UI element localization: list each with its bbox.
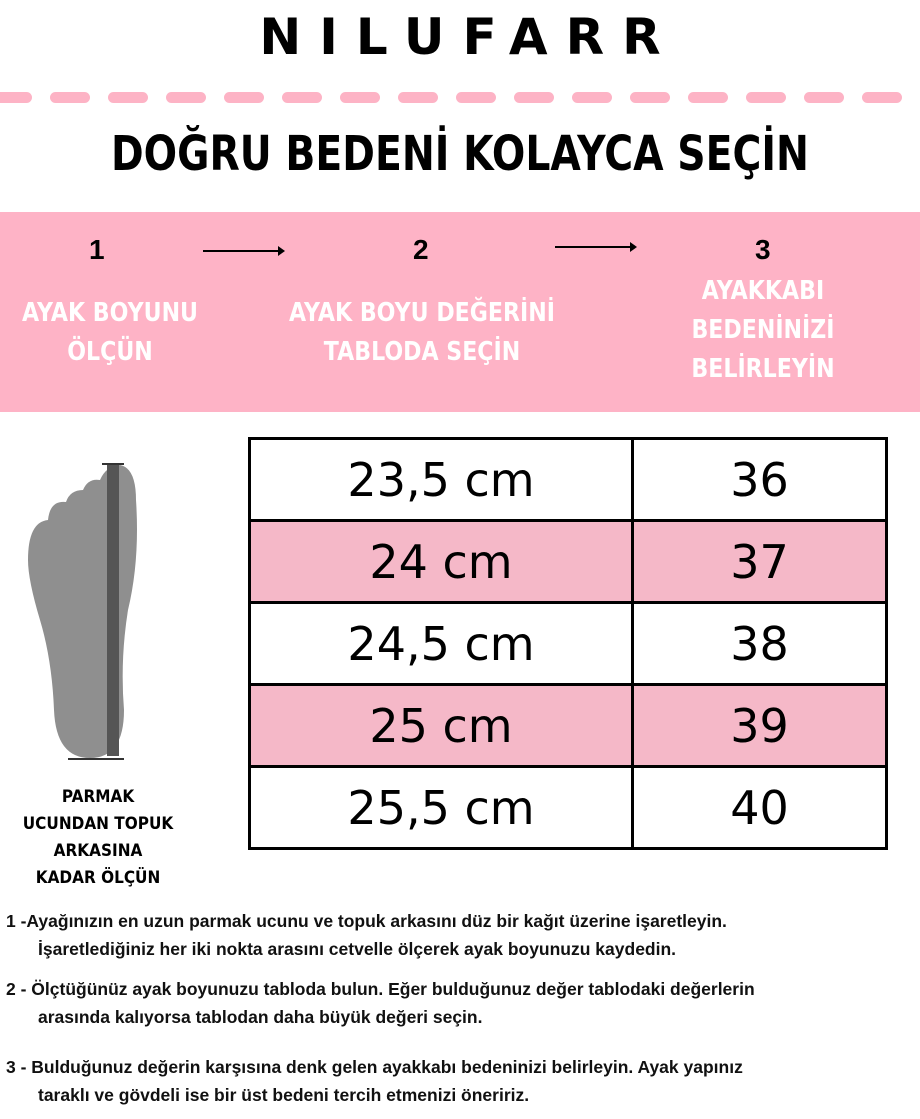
dash-segment <box>862 92 902 103</box>
dash-segment <box>224 92 264 103</box>
step-label-line: TABLODA SEÇİN <box>323 337 521 367</box>
dash-segment <box>108 92 148 103</box>
step-number-1: 1 <box>89 234 105 265</box>
steps-band: 1 2 3 AYAK BOYUNU ÖLÇÜN AYAK BOYU DEĞERİ… <box>0 212 920 412</box>
length-cell: 25 cm <box>248 683 634 768</box>
table-row: 24 cm 37 <box>248 519 888 604</box>
step-label-line: BELİRLEYİN <box>691 354 835 384</box>
size-cell: 36 <box>631 437 888 522</box>
step-label-2: AYAK BOYU DEĞERİNİ TABLODA SEÇİN <box>269 294 575 372</box>
dash-segment <box>166 92 206 103</box>
dashed-divider <box>0 92 920 103</box>
step-number-3: 3 <box>755 234 771 265</box>
step-label-1: AYAK BOYUNU ÖLÇÜN <box>8 294 212 372</box>
step-label-line: BEDENİNİZİ <box>691 315 835 345</box>
dash-segment <box>630 92 670 103</box>
dash-segment <box>746 92 786 103</box>
size-cell: 39 <box>631 683 888 768</box>
dash-segment <box>804 92 844 103</box>
foot-measure-icon <box>28 463 137 760</box>
instruction-line: 1 -Ayağınızın en uzun parmak ucunu ve to… <box>6 911 727 931</box>
arrow-right-icon <box>203 246 285 256</box>
step-label-3: AYAKKABI BEDENİNİZİ BELİRLEYİN <box>667 272 859 389</box>
step-label-line: AYAK BOYUNU <box>21 298 199 328</box>
size-cell: 40 <box>631 765 888 850</box>
arrow-right-icon <box>555 242 637 252</box>
caption-line: ARKASINA <box>53 841 143 861</box>
dash-segment <box>50 92 90 103</box>
dash-segment <box>514 92 554 103</box>
table-row: 24,5 cm 38 <box>248 601 888 686</box>
instruction-line: İşaretlediğiniz her iki nokta arasını ce… <box>38 939 677 959</box>
length-cell: 24 cm <box>248 519 634 604</box>
instruction-1: 1 -Ayağınızın en uzun parmak ucunu ve to… <box>6 907 906 963</box>
table-row: 25 cm 39 <box>248 683 888 768</box>
table-row: 23,5 cm 36 <box>248 437 888 522</box>
page-title: DOĞRU BEDENİ KOLAYCA SEÇİN <box>111 126 809 182</box>
length-cell: 23,5 cm <box>248 437 634 522</box>
instruction-line: taraklı ve gövdeli ise bir üst bedeni te… <box>38 1085 530 1105</box>
dash-segment <box>340 92 380 103</box>
dash-segment <box>398 92 438 103</box>
dash-segment <box>688 92 728 103</box>
step-label-line: AYAK BOYU DEĞERİNİ <box>289 298 555 328</box>
table-row: 25,5 cm 40 <box>248 765 888 850</box>
length-cell: 25,5 cm <box>248 765 634 850</box>
dash-segment <box>0 92 32 103</box>
instruction-2: 2 - Ölçtüğünüz ayak boyunuzu tabloda bul… <box>6 975 906 1031</box>
step-label-line: AYAKKABI <box>701 276 825 306</box>
size-table: 23,5 cm 36 24 cm 37 24,5 cm 38 25 cm 39 25,5… <box>248 437 888 850</box>
dash-segment <box>572 92 612 103</box>
foot-caption: PARMAK UCUNDAN TOPUK ARKASINA KADAR ÖLÇÜ… <box>10 784 186 892</box>
dash-segment <box>456 92 496 103</box>
caption-line: KADAR ÖLÇÜN <box>35 868 161 888</box>
instruction-3: 3 - Bulduğunuz değerin karşısına denk ge… <box>6 1053 906 1109</box>
size-cell: 37 <box>631 519 888 604</box>
length-cell: 24,5 cm <box>248 601 634 686</box>
brand-logo: NILUFARR <box>259 8 679 66</box>
caption-line: PARMAK <box>61 787 135 807</box>
instruction-line: 2 - Ölçtüğünüz ayak boyunuzu tabloda bul… <box>6 979 755 999</box>
size-cell: 38 <box>631 601 888 686</box>
step-number-2: 2 <box>413 234 429 265</box>
instruction-line: arasında kalıyorsa tablodan daha büyük d… <box>38 1007 483 1027</box>
instruction-line: 3 - Bulduğunuz değerin karşısına denk ge… <box>6 1057 743 1077</box>
step-label-line: ÖLÇÜN <box>67 337 153 367</box>
caption-line: UCUNDAN TOPUK <box>22 814 174 834</box>
dash-segment <box>282 92 322 103</box>
